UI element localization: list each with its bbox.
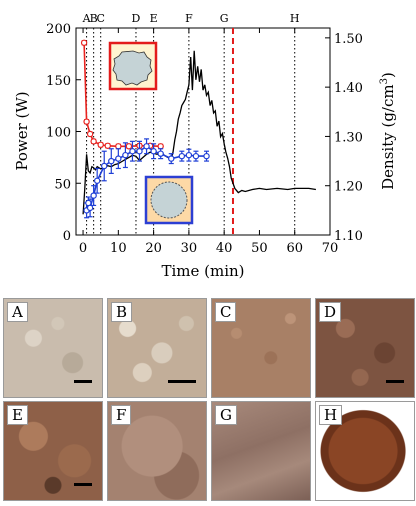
stage-marker-label: C <box>96 12 104 25</box>
stage-marker-label: B <box>90 12 98 25</box>
stage-marker-label: E <box>150 12 158 25</box>
data-point <box>150 148 157 155</box>
x-tick-label: 20 <box>145 241 162 256</box>
photo-label: A <box>7 302 28 322</box>
data-point <box>143 143 150 150</box>
photo-label: B <box>111 302 133 322</box>
data-point <box>168 155 175 162</box>
photo-label: D <box>319 302 342 322</box>
photo-label: F <box>111 405 132 425</box>
y-left-tick-label: 200 <box>46 22 71 37</box>
sample-photo-e: E <box>3 401 103 501</box>
x-tick-label: 30 <box>181 241 198 256</box>
series-line-0 <box>82 50 316 215</box>
photo-label: H <box>319 405 343 425</box>
data-point <box>90 138 97 145</box>
x-tick-label: 70 <box>322 241 339 256</box>
data-point <box>125 143 133 150</box>
data-point <box>129 148 136 155</box>
sample-photo-a: A <box>3 298 103 398</box>
data-point <box>83 118 90 125</box>
sample-photo-g: G <box>211 401 311 501</box>
x-tick-label: 60 <box>286 241 303 256</box>
data-point <box>203 152 210 160</box>
data-point <box>115 143 122 150</box>
stage-marker-label: A <box>82 12 92 25</box>
sample-texture <box>212 299 310 397</box>
data-point <box>122 151 129 159</box>
data-point <box>157 150 164 157</box>
photo-label: C <box>215 302 237 322</box>
inset-blue-cross-section <box>144 175 194 225</box>
photo-label: G <box>215 405 237 425</box>
sample-photo-f: F <box>107 401 207 501</box>
data-point <box>178 152 186 160</box>
stage-marker-label: H <box>290 12 300 25</box>
y-left-tick-label: 50 <box>54 177 71 192</box>
y-right-tick-label: 1.30 <box>334 130 363 145</box>
data-point <box>86 130 94 138</box>
scale-bar <box>168 380 196 383</box>
x-tick-label: 0 <box>79 241 87 256</box>
inset-red-cross-section <box>108 41 158 91</box>
photo-label: E <box>7 405 28 425</box>
data-point <box>192 152 200 160</box>
x-tick-label: 10 <box>110 241 127 256</box>
x-tick-label: 40 <box>216 241 233 256</box>
data-point <box>136 148 143 155</box>
y-right-tick-label: 1.40 <box>334 81 363 96</box>
data-point <box>108 157 115 165</box>
data-point <box>93 177 101 184</box>
data-point <box>157 143 164 150</box>
sample-photo-h: H <box>315 401 415 501</box>
sample-photo-d: D <box>315 298 415 398</box>
scale-bar <box>74 380 92 383</box>
y-left-tick-label: 150 <box>46 74 71 89</box>
sample-texture <box>108 402 206 500</box>
y-left-tick-label: 0 <box>63 229 71 244</box>
data-point <box>185 151 193 159</box>
y-axis-left-label: Power (W) <box>13 91 31 170</box>
data-point <box>97 141 104 149</box>
sample-photo-c: C <box>211 298 311 398</box>
stage-marker-label: F <box>185 12 193 25</box>
y-right-tick-label: 1.20 <box>334 180 363 195</box>
scale-bar <box>386 380 404 383</box>
stage-marker-label: D <box>132 12 141 25</box>
x-axis-label: Time (min) <box>161 262 244 280</box>
stage-marker-label: G <box>220 12 229 25</box>
data-point <box>86 204 94 212</box>
y-left-tick-label: 100 <box>46 126 71 141</box>
y-right-tick-label: 1.10 <box>334 229 363 244</box>
data-point <box>90 192 97 199</box>
data-point <box>101 162 108 170</box>
power-density-chart: A BC D E F G H 0 10 20 30 40 50 60 70 0 50 100 150 200 1.10 1… <box>13 12 397 280</box>
sample-photo-b: B <box>107 298 207 398</box>
data-point <box>115 155 122 162</box>
scale-bar <box>74 483 92 486</box>
y-right-tick-label: 1.50 <box>334 32 363 47</box>
data-point <box>104 142 111 149</box>
x-tick-label: 50 <box>251 241 268 256</box>
data-point <box>80 39 88 46</box>
y-axis-right-label: Density (g/cm3) <box>379 72 397 190</box>
